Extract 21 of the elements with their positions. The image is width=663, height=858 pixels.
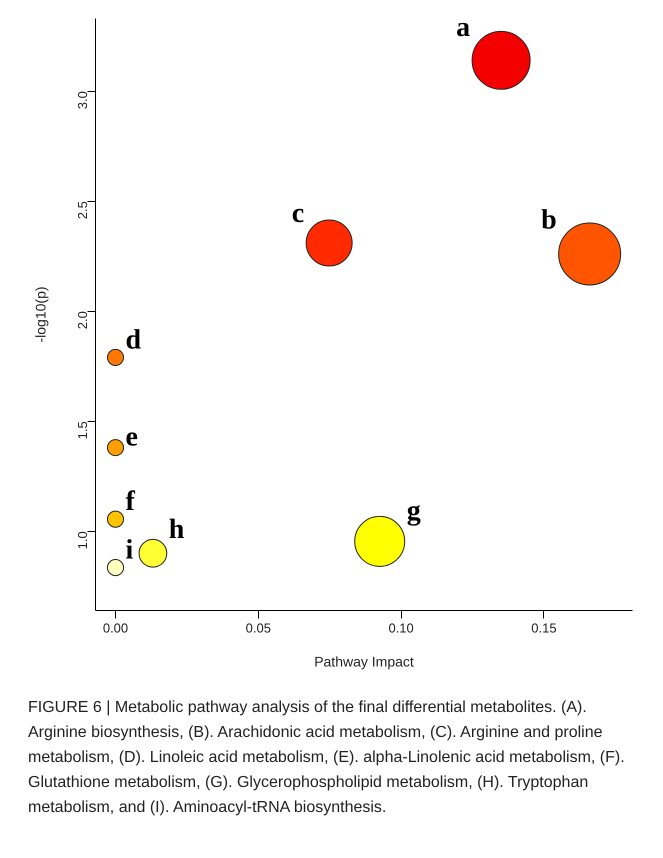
annotation: e: [126, 422, 138, 453]
y-axis-title: -log10(p): [32, 286, 48, 343]
annotation: i: [126, 534, 134, 566]
y-tick-label: 1.5: [75, 421, 90, 440]
annotation: b: [541, 204, 557, 236]
annotation: f: [126, 486, 136, 518]
y-tick-label: 2.0: [75, 311, 90, 330]
annotation: g: [406, 495, 421, 526]
x-tick-label: 0.15: [531, 620, 557, 636]
x-tick-label: 0.05: [246, 620, 271, 636]
caption: FIGURE 6 | Metabolic pathway analysis of the final differential metabolites. (A). Arginine biosynthesis, (B). Arachidonic acid metabolism, (C). Arginine and proline metabolism, (D). Linoleic acid metabolism, (E). alpha-Linolenic acid metabolism, (F). Glutathione metabolism, (G). Glycerophospholipid metabolism, (H). Tryptophan metabolism, and (I). Aminoacyl-tRNA biosynthesis.: [28, 698, 626, 818]
y-tick-label: 2.5: [75, 201, 90, 220]
x-tick-label: 0.10: [388, 620, 414, 636]
annotation: h: [168, 514, 185, 545]
annotation: c: [292, 198, 304, 230]
x-axis-title: Pathway Impact: [314, 654, 414, 670]
x-tick-label: 0.00: [102, 620, 128, 636]
y-tick-label: 1.0: [75, 531, 90, 550]
annotation: d: [126, 324, 142, 356]
annotation: a: [456, 12, 470, 43]
y-tick-label: 3.0: [75, 91, 90, 110]
